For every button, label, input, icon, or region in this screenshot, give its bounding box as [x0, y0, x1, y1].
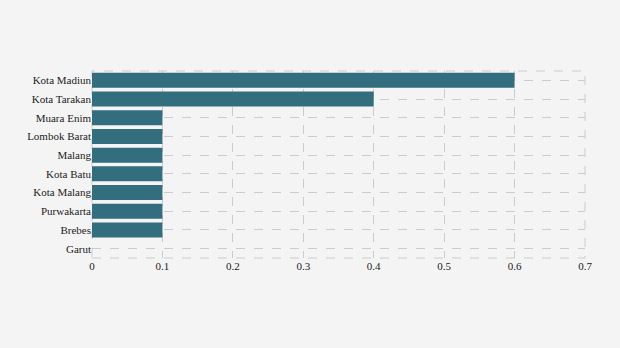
- svg-text:0: 0: [89, 260, 95, 272]
- svg-text:Kota Madiun: Kota Madiun: [33, 74, 92, 86]
- svg-text:0.7: 0.7: [578, 260, 592, 272]
- svg-text:Kota Malang: Kota Malang: [33, 186, 91, 198]
- svg-text:Kota Tarakan: Kota Tarakan: [32, 93, 92, 105]
- svg-text:0.1: 0.1: [156, 260, 170, 272]
- svg-text:Garut: Garut: [66, 243, 91, 255]
- svg-text:0.3: 0.3: [296, 260, 310, 272]
- svg-text:Purwakarta: Purwakarta: [41, 205, 91, 217]
- svg-text:Malang: Malang: [57, 149, 91, 161]
- svg-text:0.4: 0.4: [367, 260, 381, 272]
- svg-text:Brebes: Brebes: [60, 224, 91, 236]
- svg-text:0.2: 0.2: [226, 260, 240, 272]
- svg-text:Muara Enim: Muara Enim: [36, 112, 92, 124]
- svg-text:0.6: 0.6: [508, 260, 522, 272]
- svg-text:0.5: 0.5: [437, 260, 451, 272]
- svg-text:Kota Batu: Kota Batu: [46, 168, 91, 180]
- svg-text:Lombok Barat: Lombok Barat: [27, 130, 91, 142]
